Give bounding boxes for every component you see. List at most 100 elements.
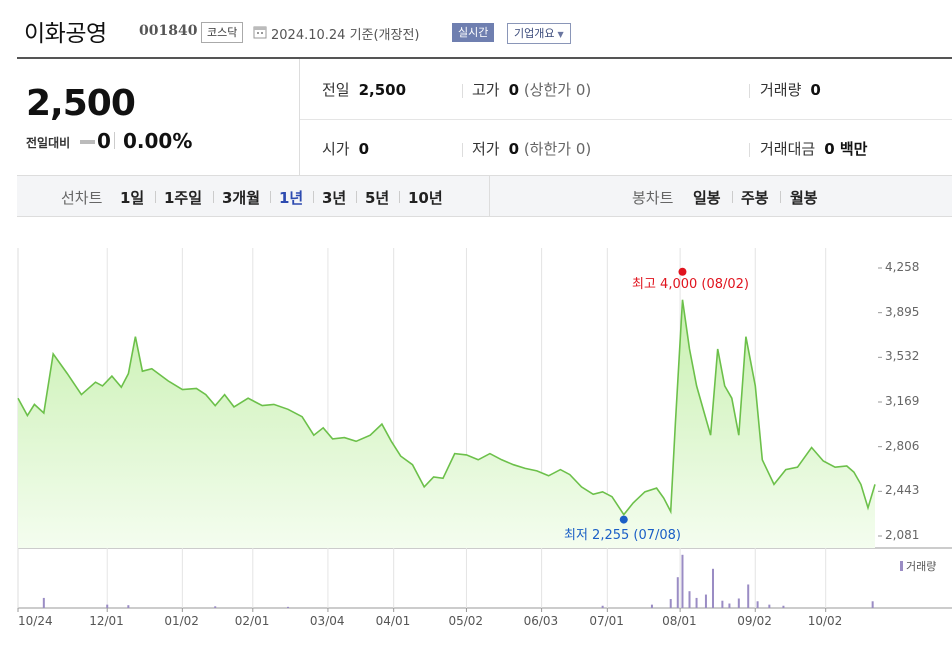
volume-value: 0 [810,81,821,99]
divider [489,176,490,217]
low-label: 저가 [472,140,500,158]
quote-panel: 2,500 전일대비 0 0.00% 전일 2,500 고가 0 (상한가 0) 거… [17,57,952,175]
market-badge: 코스닥 [201,22,244,43]
divider [313,191,314,203]
divider [155,191,156,203]
low-cell: 저가 0 (하한가 0) [472,138,591,159]
volume-bar [721,600,724,608]
volume-bar [782,605,785,608]
tab-3m[interactable]: 3개월 [222,189,261,207]
tab-daily-candle[interactable]: 일봉 [693,189,721,207]
volume-label: 거래량 [760,81,802,99]
tab-10y[interactable]: 10년 [408,189,443,207]
divider [462,84,463,98]
price-area [18,299,875,548]
price-chart-svg [17,248,952,612]
divider [399,191,400,203]
volume-bar [127,605,130,608]
low-annotation: 최저 2,255 (07/08) [564,528,682,543]
volume-bar [737,598,740,608]
y-tick-label: 3,532 [885,349,920,364]
prev-close-label: 전일 [322,81,350,99]
realtime-button[interactable]: 실시간 [452,23,495,42]
divider [732,191,733,203]
y-tick-label: 3,895 [885,304,920,319]
tab-monthly-candle[interactable]: 월봉 [790,189,818,207]
tab-1y[interactable]: 1년 [279,189,304,207]
line-chart-label: 선차트 [61,189,103,207]
amount-cell: 거래대금 0 백만 [760,138,867,159]
volume-bar [650,604,653,608]
volume-bar [695,597,698,608]
x-tick-label: 10/02 [807,614,843,628]
y-tick-label: 3,169 [885,394,920,408]
calendar-icon [253,26,267,39]
y-tick-label: 2,806 [885,438,920,453]
tab-weekly-candle[interactable]: 주봉 [741,189,769,207]
volume-bar [688,591,691,608]
volume-cell: 거래량 0 [760,79,821,100]
company-overview-label: 기업개요 [514,27,555,40]
volume-bar [704,594,707,608]
volume-bar [756,601,759,608]
volume-bar [42,597,45,608]
prev-close-cell: 전일 2,500 [322,79,406,100]
current-price: 2,500 [26,83,136,124]
volume-bar [747,584,750,608]
x-tick-label: 10/24 [18,614,53,628]
tab-1d[interactable]: 1일 [120,189,145,207]
high-annotation: 최고 4,000 (08/02) [632,277,750,292]
volume-bar [676,577,679,608]
candle-chart-label: 봉차트 [632,189,674,207]
unchanged-icon [80,140,95,144]
company-name: 이화공영 [24,21,107,47]
volume-legend-swatch [900,561,903,571]
volume-bar [601,605,604,608]
x-tick-label: 07/01 [589,614,624,628]
x-tick-label: 04/01 [375,614,411,628]
high-cell: 고가 0 (상한가 0) [472,79,591,100]
x-tick-label: 01/02 [164,614,199,628]
as-of-date: 2024.10.24 기준(개장전) [271,28,420,43]
volume-bar [106,604,109,608]
open-label: 시가 [322,140,350,158]
divider [356,191,357,203]
volume-legend: 거래량 [900,558,936,574]
y-tick-label: 2,443 [885,483,920,498]
divider [270,191,271,203]
amount-value: 0 백만 [824,140,868,158]
open-value: 0 [358,140,370,158]
volume-bar [711,568,714,608]
divider [749,84,750,98]
x-tick-label: 09/02 [737,614,772,628]
high-value: 0 [508,81,520,99]
change-label: 전일대비 [26,136,71,150]
volume-bar [768,604,771,608]
chevron-down-icon: ▼ [557,30,564,39]
low-value: 0 [508,140,520,158]
high-label: 고가 [472,81,500,99]
tab-3y[interactable]: 3년 [322,189,347,207]
price-line [17,299,876,516]
divider [780,191,781,203]
company-overview-button[interactable]: 기업개요 ▼ [507,23,571,44]
divider [114,132,115,149]
tab-5y[interactable]: 5년 [365,189,390,207]
amount-label: 거래대금 [760,140,816,158]
tab-1w[interactable]: 1주일 [164,189,203,207]
current-price-box: 2,500 전일대비 0 0.00% [17,59,300,175]
page-header: 이화공영 001840 코스닥 2024.10.24 기준(개장전) 실시간 기… [0,0,952,57]
divider [213,191,214,203]
stock-code: 001840 [139,23,198,39]
low-marker [619,515,628,524]
price-chart[interactable]: 4,258 3,895 3,532 3,169 2,806 2,443 2,081 10/2… [0,240,952,647]
x-tick-label: 05/02 [448,614,484,628]
open-cell: 시가 0 [322,138,369,159]
volume-bar [287,606,290,608]
x-tick-label: 06/03 [523,614,559,628]
volume-legend-label: 거래량 [906,560,937,573]
upper-limit: (상한가 0) [523,81,592,99]
x-tick-label: 12/01 [89,614,124,628]
volume-bar [871,601,874,608]
volume-bar [214,606,217,608]
